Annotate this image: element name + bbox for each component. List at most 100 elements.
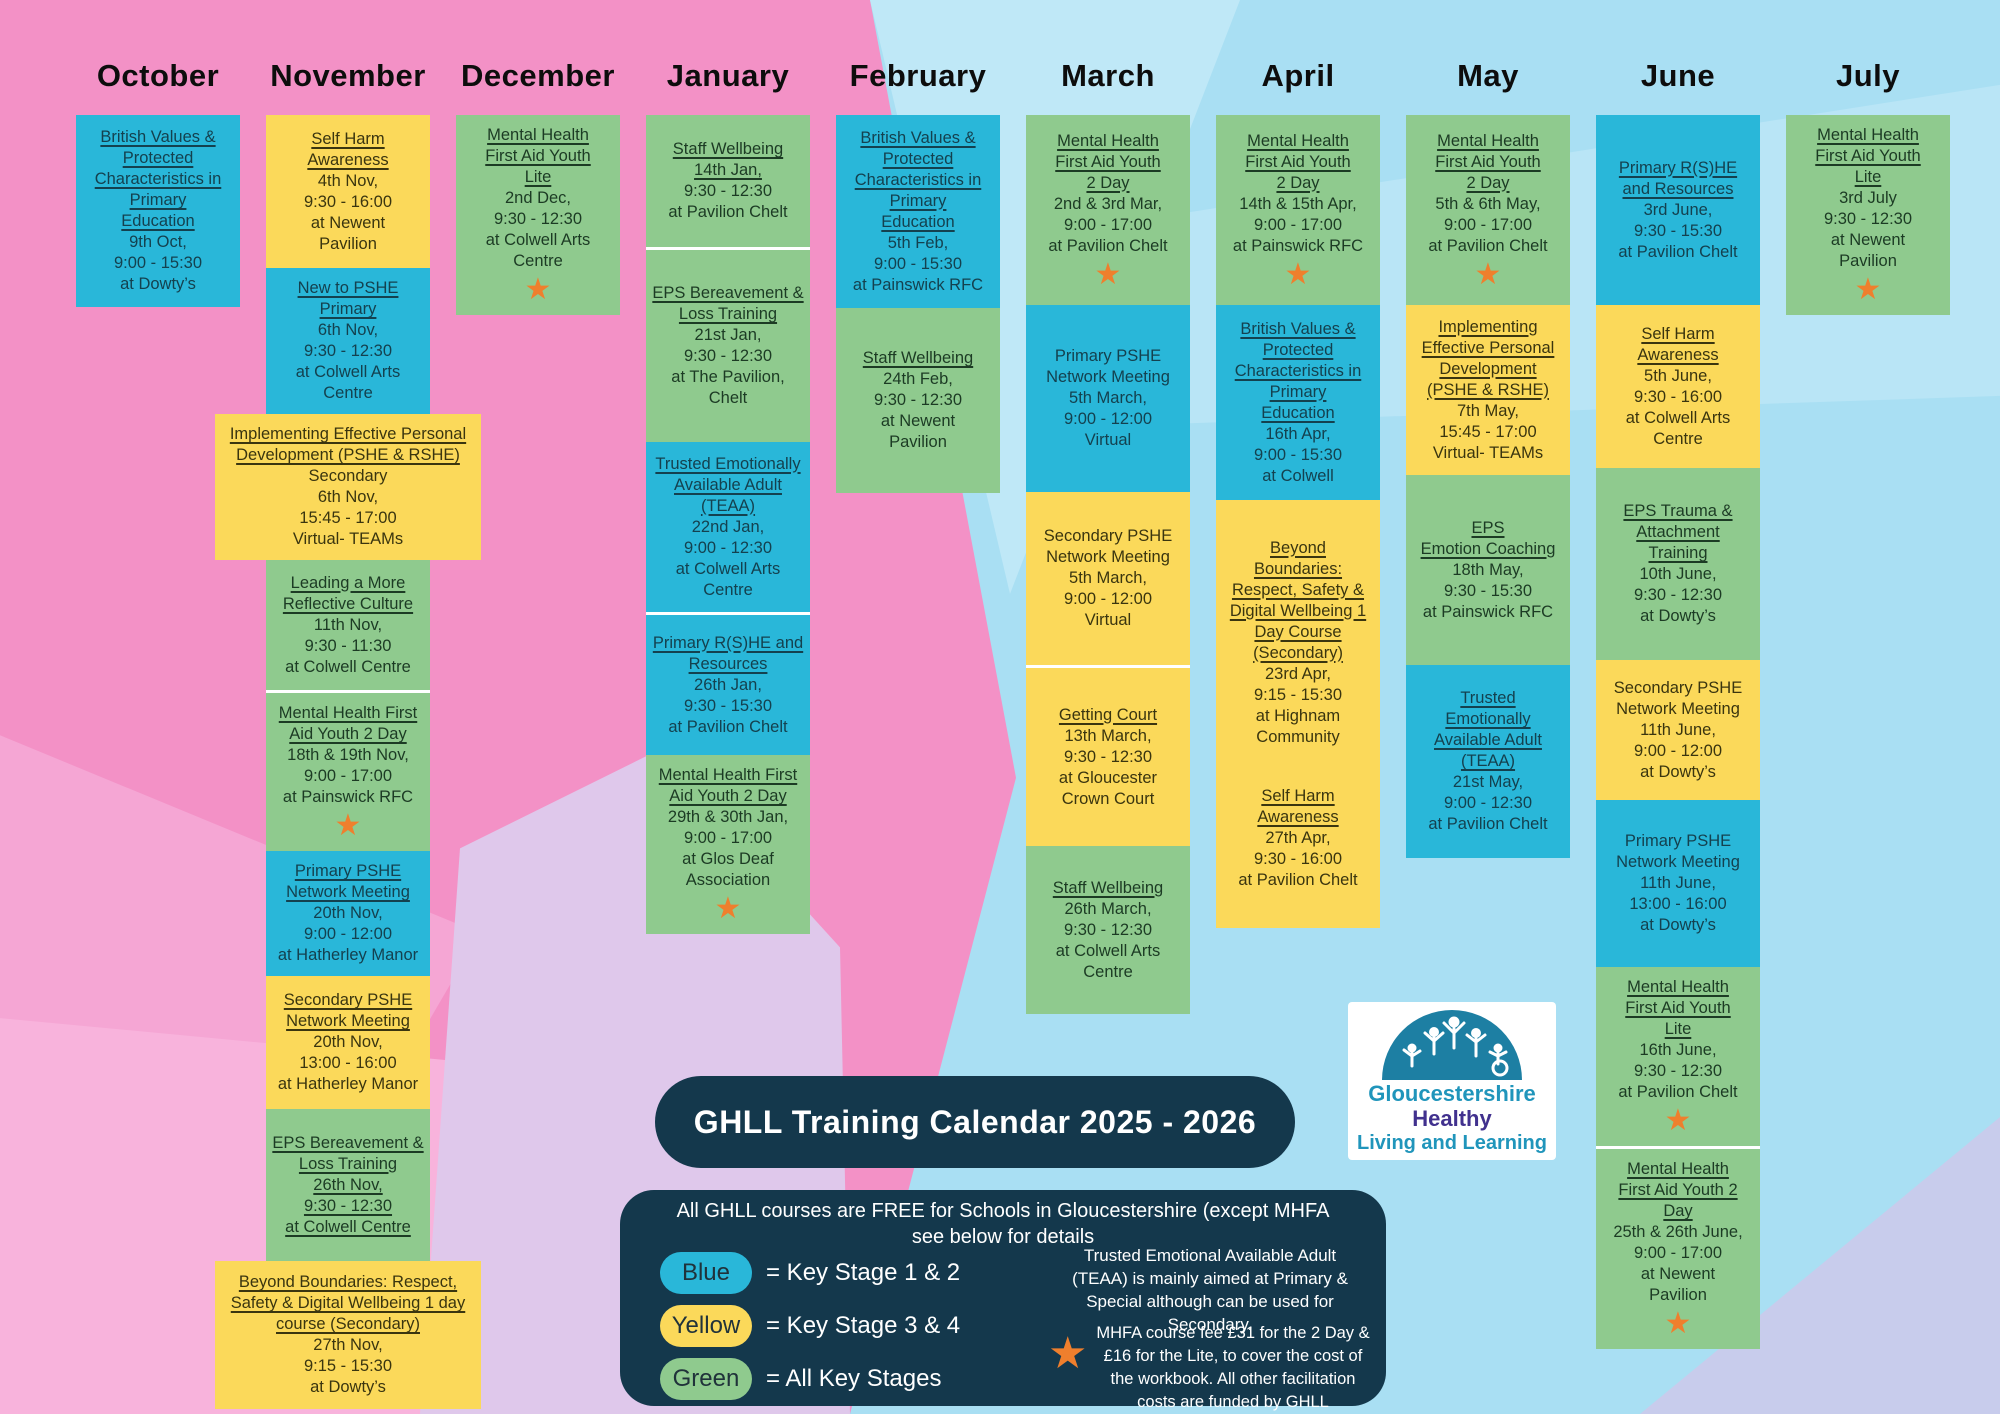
- event-detail-line: 9:30 - 16:00: [303, 192, 393, 211]
- event-title-line: British Values &: [1240, 319, 1356, 338]
- event-title-line: Characteristics in: [1234, 361, 1362, 380]
- event-title-line: Loss Training: [298, 1154, 398, 1173]
- event-detail-line: 9:30 - 12:30: [1633, 586, 1723, 604]
- event-detail-line: 20th Nov,: [313, 904, 383, 922]
- event-detail-line: Centre: [1653, 429, 1703, 448]
- event-title-line: First Aid Youth: [1625, 999, 1731, 1017]
- event-detail-line: 2nd Dec,: [504, 189, 572, 207]
- event-title-line: Mental Health First: [658, 766, 798, 784]
- event-detail-line: 9:00 - 17:00: [1633, 1244, 1723, 1262]
- mhfa-note: MHFA course fee £31 for the 2 Day & £16 …: [1096, 1324, 1370, 1411]
- event-title-line: Characteristics in: [854, 170, 982, 189]
- event-title-line: Emotion Coaching: [1420, 539, 1556, 558]
- month-header-june: June: [1640, 58, 1716, 93]
- event-card: Mental Health First Aid Youth 2 Day 2nd & 3…: [1026, 115, 1190, 305]
- event-title-line: Staff Wellbeing: [1052, 878, 1164, 897]
- event-card: Self Harm Awareness 4th Nov, 9:30 - 16:00 at…: [266, 115, 430, 268]
- event-detail-line: 11th Nov,: [313, 615, 383, 634]
- legend-key-blue: Blue = Key Stage 1 & 2: [660, 1252, 960, 1294]
- event-detail-line: at Colwell Centre: [285, 657, 411, 676]
- mhfa-star-icon: ★: [1048, 1329, 1088, 1378]
- event-detail-line: 15:45 - 17:00: [299, 509, 397, 527]
- event-detail-line: Community: [1256, 727, 1340, 746]
- event-detail-line: 20th Nov,: [313, 1033, 383, 1051]
- event-detail-line: at Dowty’s: [1640, 762, 1716, 781]
- legend-key-label: = All Key Stages: [766, 1365, 942, 1392]
- event-detail-line: 14th & 15th Apr,: [1239, 194, 1357, 213]
- event-title-line: Getting Court: [1058, 705, 1158, 724]
- event-detail-line: 13:00 - 16:00: [1629, 895, 1727, 913]
- event-title-line: Mental Health: [1627, 978, 1729, 996]
- event-title-line: Lite: [1854, 168, 1882, 186]
- event-card: Staff Wellbeing 26th March, 9:30 - 12:30 at…: [1026, 846, 1190, 1014]
- event-detail-line: 9:00 - 12:00: [1633, 741, 1723, 760]
- event-detail-line: at Pavilion Chelt: [668, 717, 788, 736]
- event-detail-line: 4th Nov,: [317, 171, 379, 190]
- event-card: Primary R(S)HE and Resources 3rd June, 9:30…: [1596, 115, 1760, 305]
- event-title-line: (Secondary): [1253, 643, 1343, 662]
- month-column-january: January Staff Wellbeing 14th Jan, 9:30 - 12…: [646, 46, 810, 934]
- event-title-line: (PSHE & RSHE): [1427, 380, 1549, 399]
- event-title-line: Education: [1261, 403, 1335, 422]
- event-detail-line: 21st May,: [1452, 773, 1524, 791]
- event-detail-line: 22nd Jan,: [691, 517, 765, 536]
- legend-intro-line1: All GHLL courses are FREE for Schools in…: [676, 1200, 1330, 1222]
- event-detail-line: 9:30 - 15:30: [1443, 581, 1533, 600]
- event-title-line: Beyond: [1270, 538, 1326, 557]
- event-card: Mental Health First Aid Youth Lite 2nd Dec,…: [456, 115, 620, 315]
- event-detail-line: Centre: [513, 252, 563, 270]
- event-title-line: Mental Health: [487, 126, 589, 144]
- month-column-october: October British Values & Protected Characte…: [76, 46, 240, 307]
- legend-key-label: = Key Stage 1 & 2: [766, 1259, 961, 1286]
- event-card: Trusted Emotionally Available Adult (TEAA) 2…: [1406, 665, 1570, 858]
- event-title-line: Education: [121, 212, 195, 230]
- event-title-line: Protected: [122, 149, 194, 167]
- event-detail-line: 6th Nov,: [317, 321, 379, 339]
- event-card: Secondary PSHE Network Meeting 20th Nov, 13…: [266, 976, 430, 1109]
- event-detail-line: 9:00 - 12:30: [683, 538, 773, 557]
- event-detail-line: at Painswick RFC: [852, 275, 984, 294]
- event-detail-line: at Pavilion Chelt: [1428, 815, 1548, 833]
- event-detail-line: Centre: [1083, 962, 1133, 981]
- event-title-line: Beyond Boundaries: Respect,: [238, 1273, 458, 1291]
- event-detail-line: at Newent: [1830, 231, 1906, 249]
- event-detail-line: at Pavilion Chelt: [1618, 242, 1738, 261]
- event-card: Secondary PSHE Network Meeting 5th March, 9…: [1026, 492, 1190, 668]
- event-card: Secondary PSHE Network Meeting 11th June, 9…: [1596, 660, 1760, 800]
- event-title-line: Resources: [688, 654, 768, 673]
- event-title-line: Emotionally: [1445, 710, 1531, 728]
- event-detail-line: 9:30 - 12:30: [1823, 210, 1913, 228]
- event-card: Mental Health First Aid Youth 2 Day 18th &…: [266, 693, 430, 851]
- month-column-april: April Mental Health First Aid Youth 2 Day 14…: [1216, 46, 1380, 928]
- event-detail-line: Association: [685, 871, 771, 889]
- event-title-line: Awareness: [1637, 345, 1719, 364]
- event-card: Implementing Effective Personal Developmen…: [1406, 305, 1570, 475]
- legend-panel: All GHLL courses are FREE for Schools in…: [620, 1190, 1386, 1411]
- event-detail-line: Chelt: [708, 389, 748, 407]
- event-detail-line: at Pavilion Chelt: [1238, 870, 1358, 889]
- green-pill: Green: [660, 1358, 752, 1400]
- month-column-july: July Mental Health First Aid Youth Lite 3rd …: [1786, 46, 1950, 315]
- event-title-line: Education: [881, 212, 955, 231]
- event-detail-line: 29th & 30th Jan,: [667, 808, 789, 826]
- event-title-line: First Aid Youth: [485, 147, 591, 165]
- event-detail-line: Pavilion: [319, 234, 377, 253]
- mhfa-star-icon: ★: [1474, 257, 1502, 291]
- event-card: Getting Court 13th March, 9:30 - 12:30 at G…: [1026, 668, 1190, 846]
- event-title-line: EPS: [1471, 518, 1505, 537]
- event-title-line: Leading a More: [290, 573, 406, 592]
- event-title-line: Development (PSHE & RSHE): [236, 446, 460, 464]
- event-title-line: Self Harm: [1261, 786, 1335, 805]
- month-column-november: November Self Harm Awareness 4th Nov, 9:30 -…: [215, 46, 481, 1409]
- event-card: Primary PSHE Network Meeting 20th Nov, 9:00…: [266, 851, 430, 976]
- event-title-line: Aid Youth 2 Day: [669, 787, 787, 805]
- event-title-line: British Values &: [100, 128, 216, 146]
- mhfa-star-icon: ★: [1664, 1104, 1692, 1137]
- event-title-line: Protected: [882, 149, 954, 168]
- event-title-line: Safety & Digital Wellbeing 1 day: [230, 1294, 466, 1312]
- month-column-may: May Mental Health First Aid Youth 2 Day 5th …: [1406, 46, 1570, 858]
- event-card: Mental Health First Aid Youth 2 Day 25th & …: [1596, 1149, 1760, 1349]
- month-header-january: January: [666, 58, 790, 93]
- event-detail-line: at Pavilion Chelt: [1428, 236, 1548, 255]
- event-card: EPS Trauma & Attachment Training 10th June,…: [1596, 468, 1760, 660]
